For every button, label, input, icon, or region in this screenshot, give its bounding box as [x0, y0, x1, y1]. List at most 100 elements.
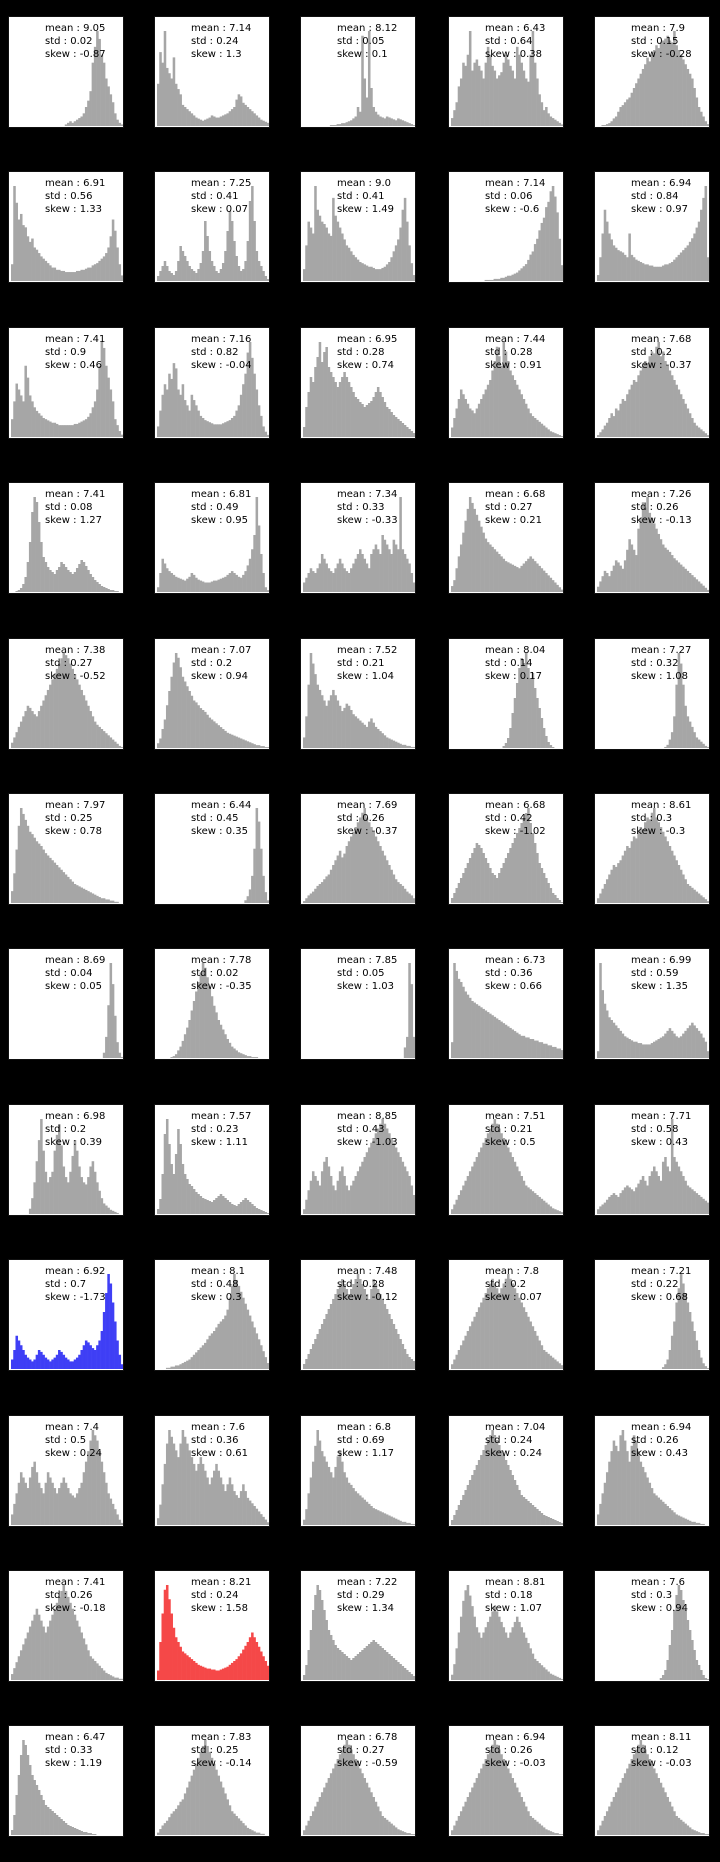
stats-text: mean : 7.85 std : 0.05 skew : 1.03	[337, 954, 397, 993]
histogram-bar	[601, 233, 605, 281]
histogram-bar	[612, 865, 616, 903]
histogram-bar	[264, 1357, 268, 1370]
histogram-bar	[181, 1430, 185, 1525]
histogram-bar	[46, 263, 50, 281]
histogram-bar	[538, 230, 541, 281]
histogram-bar	[109, 900, 113, 904]
histogram-bar	[102, 1312, 106, 1369]
histogram-bar	[327, 1309, 331, 1369]
histogram-bar	[614, 1195, 618, 1214]
histogram-bar	[237, 1818, 241, 1836]
histogram-bar	[350, 836, 353, 903]
histogram-bar	[190, 269, 194, 281]
histogram-bar	[381, 1648, 384, 1680]
histogram-bar	[98, 1665, 101, 1680]
histogram-bar	[159, 1504, 162, 1525]
histogram-bar	[183, 1174, 187, 1214]
histogram-bar	[341, 857, 344, 903]
histogram-bar	[244, 1055, 247, 1058]
histogram-bar	[372, 831, 375, 903]
histogram-bar	[62, 1166, 66, 1214]
histogram-bar	[208, 1751, 212, 1836]
histogram-bar	[363, 264, 367, 282]
histogram-bar	[491, 873, 494, 903]
histogram-bar	[657, 342, 661, 437]
histogram-bar	[230, 734, 234, 748]
histogram-bar	[82, 1832, 86, 1835]
histogram-bar	[370, 88, 373, 126]
histogram-bar	[518, 1297, 521, 1369]
histogram-bar	[253, 1327, 256, 1369]
histogram-bar	[500, 365, 503, 437]
histogram-bar	[482, 1297, 485, 1369]
histogram-bar	[451, 1209, 454, 1214]
histogram-bar	[67, 658, 70, 748]
histogram-bar	[464, 1801, 467, 1835]
histogram-bar	[361, 1773, 364, 1835]
histogram-bar	[691, 418, 694, 437]
histogram-bar	[303, 1675, 306, 1680]
histogram-bar	[632, 836, 636, 903]
histogram-bar	[388, 1133, 391, 1214]
stats-text: mean : 7.51 std : 0.21 skew : 0.5	[485, 1110, 545, 1149]
histogram-bar	[93, 1435, 97, 1525]
histogram-bar	[230, 1811, 234, 1835]
histogram-bar	[381, 1119, 384, 1214]
histogram-bar	[455, 568, 459, 592]
histogram-bar	[89, 711, 92, 748]
histogram-bar	[343, 1284, 346, 1369]
histogram-bar	[684, 403, 687, 437]
std-label: std : 0.33	[337, 502, 385, 513]
histogram-bar	[221, 1196, 225, 1214]
histogram-bar	[520, 565, 523, 593]
histogram-bar	[305, 577, 308, 592]
histogram-bar	[673, 855, 676, 903]
histogram-bar	[251, 1057, 254, 1058]
histogram-bar	[648, 1044, 652, 1058]
histogram-bar	[549, 1355, 553, 1369]
mean-label: mean : 7.14	[485, 178, 546, 189]
skew-label: skew : 1.07	[485, 1603, 542, 1614]
histogram-bar	[42, 418, 45, 437]
histogram-bar	[190, 113, 194, 126]
histogram-bar	[610, 570, 613, 592]
histogram-bar	[172, 363, 176, 437]
histogram-bar	[345, 1740, 349, 1835]
histogram-bar	[695, 97, 699, 126]
histogram-plot	[11, 1430, 123, 1525]
histogram-bar	[309, 1630, 313, 1680]
histogram-bar	[71, 1495, 75, 1525]
histogram-bar	[314, 186, 317, 281]
histogram-bar	[332, 197, 335, 282]
histogram-bar	[255, 1208, 259, 1214]
histogram-bar	[392, 415, 396, 437]
histogram-bar	[394, 1147, 398, 1214]
histogram-bar	[109, 236, 113, 281]
histogram-bar	[700, 1523, 703, 1525]
histogram-bar	[691, 726, 694, 748]
histogram-panel: mean : 6.44 std : 0.45 skew : 0.35	[154, 793, 270, 905]
histogram-bar	[412, 582, 415, 592]
histogram-bar	[385, 407, 389, 437]
histogram-bar	[213, 1763, 216, 1835]
histogram-bar	[255, 497, 259, 592]
histogram-bar	[17, 825, 21, 903]
histogram-bar	[75, 1150, 79, 1214]
histogram-bar	[668, 739, 672, 748]
histogram-bar	[208, 986, 212, 1058]
histogram-bar	[46, 855, 50, 903]
histogram-plot	[303, 1585, 415, 1680]
histogram-bar	[646, 1044, 649, 1058]
histogram-bar	[352, 831, 355, 903]
histogram-bar	[392, 1142, 396, 1214]
histogram-bar	[62, 425, 66, 438]
stats-text: mean : 7.41 std : 0.9 skew : 0.46	[45, 333, 105, 372]
histogram-bar	[511, 1627, 515, 1680]
histogram-bar	[159, 1829, 162, 1835]
histogram-bar	[473, 1782, 476, 1835]
histogram-bar	[706, 124, 709, 126]
histogram-bar	[19, 588, 23, 592]
histogram-bar	[466, 994, 470, 1058]
stats-text: mean : 8.69 std : 0.04 skew : 0.05	[45, 954, 105, 993]
histogram-bar	[316, 568, 319, 592]
